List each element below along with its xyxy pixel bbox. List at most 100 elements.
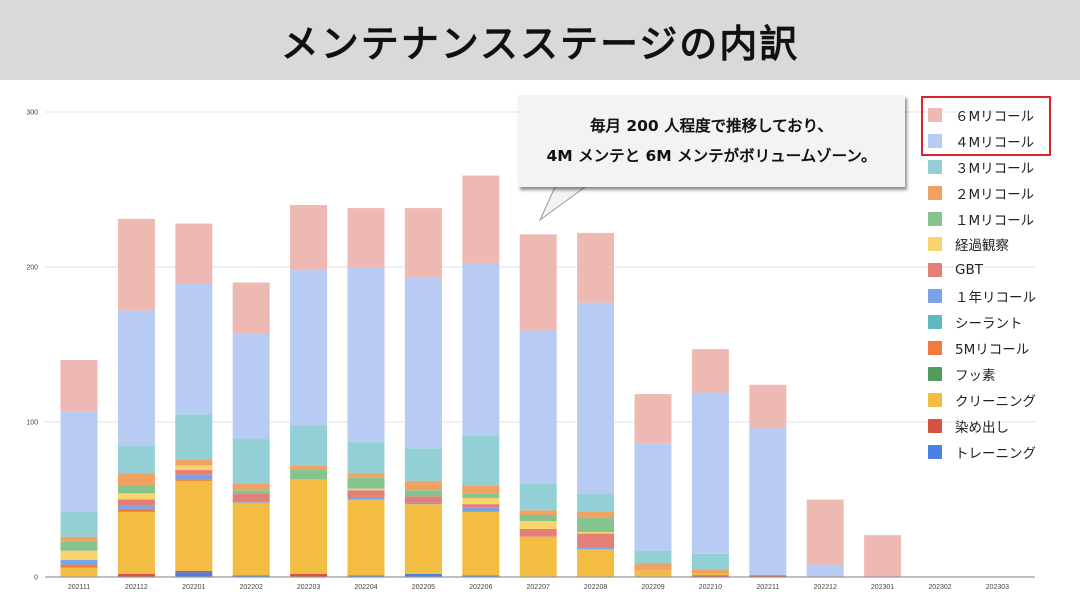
bar-segment: [117, 499, 155, 506]
bar-segment: [404, 504, 442, 574]
bar-segment: [175, 465, 213, 471]
x-tick-label: 202301: [871, 584, 894, 591]
bar-segment: [290, 270, 328, 426]
legend-label: 染め出し: [955, 419, 1009, 436]
bar-segment: [232, 501, 270, 503]
bar-segment: [806, 564, 844, 577]
x-tick-label: 202112: [125, 584, 148, 591]
legend-label: GBT: [955, 262, 983, 279]
legend-swatch: [928, 418, 942, 433]
legend-item: ３Mリコール: [928, 154, 1036, 180]
bar-segment: [519, 536, 557, 577]
bar-segment: [462, 497, 500, 505]
legend-swatch: [928, 263, 942, 278]
bar-segment: [60, 536, 98, 542]
bar-segment: [60, 411, 98, 512]
bar-segment: [749, 384, 787, 429]
bar-segment: [691, 569, 729, 574]
bar-segment: [462, 263, 500, 436]
bar-segment: [519, 510, 557, 515]
bar-segment: [175, 223, 213, 285]
bar-segment: [60, 567, 98, 577]
x-tick-label: 202212: [814, 584, 837, 591]
bar-segment: [577, 547, 615, 550]
legend-item: 染め出し: [928, 413, 1036, 439]
legend-label: フッ素: [955, 367, 996, 384]
bar-segment: [577, 549, 615, 577]
bar-segment: [519, 484, 557, 511]
bar-segment: [232, 333, 270, 440]
bar-segment: [60, 559, 98, 565]
legend-label: トレーニング: [955, 445, 1036, 462]
bar-segment: [117, 473, 155, 486]
bar-segment: [347, 208, 385, 267]
callout-tail: [538, 186, 586, 222]
bar-segment: [175, 474, 213, 480]
bar-segment: [806, 499, 844, 565]
x-tick-label: 202302: [928, 584, 951, 591]
x-tick-label: 202111: [68, 584, 90, 591]
bar-segment: [634, 550, 672, 564]
bar-segment: [404, 490, 442, 497]
x-tick-label: 202208: [584, 584, 607, 591]
bar-segment: [117, 493, 155, 500]
legend-swatch: [928, 133, 942, 148]
x-tick-label: 202201: [182, 584, 205, 591]
bar-segment: [175, 479, 213, 481]
bar-segment: [634, 563, 672, 571]
bar-segment: [404, 496, 442, 503]
callout-line-2: 4M メンテと 6M メンテがボリュームゾーン。: [546, 147, 877, 165]
x-tick-label: 202205: [412, 584, 435, 591]
bar-segment: [232, 484, 270, 491]
bar-segment: [347, 473, 385, 478]
bar-segment: [519, 330, 557, 484]
bar-segment: [290, 465, 328, 471]
bar-segment: [404, 277, 442, 449]
legend-swatch: [928, 159, 942, 174]
bar-segment: [347, 499, 385, 576]
bar-segment: [60, 541, 98, 551]
bar-segment: [404, 502, 442, 505]
bar-segment: [691, 573, 729, 576]
bar-segment: [232, 490, 270, 494]
bar-segment: [347, 490, 385, 498]
legend-swatch: [928, 392, 942, 407]
bar-segment: [404, 448, 442, 481]
bar-segment: [462, 575, 500, 577]
legend-swatch: [928, 444, 942, 459]
legend-swatch: [928, 237, 942, 252]
legend-item: 経過観察: [928, 231, 1036, 257]
bar-segment: [519, 515, 557, 522]
bar-segment: [749, 428, 787, 576]
y-tick-label: 300: [26, 110, 38, 117]
bar-segment: [175, 572, 213, 577]
bar-segment: [60, 511, 98, 537]
bar-segment: [175, 414, 213, 460]
x-tick-label: 202204: [354, 584, 377, 591]
x-tick-label: 202303: [986, 584, 1009, 591]
bar-segment: [60, 564, 98, 568]
x-tick-label: 202203: [297, 584, 320, 591]
bar-segment: [864, 535, 902, 577]
bar-segment: [232, 493, 270, 502]
callout-line-1: 毎月 200 人程度で推移しており、: [589, 117, 834, 135]
bar-segment: [691, 349, 729, 393]
x-tick-label: 202202: [240, 584, 263, 591]
bar-segment: [577, 532, 615, 534]
callout-box: 毎月 200 人程度で推移しており、 4M メンテと 6M メンテがボリュームゾ…: [518, 95, 905, 187]
bar-segment: [347, 267, 385, 443]
bar-segment: [577, 232, 615, 303]
bar-segment: [232, 575, 270, 577]
bar-segment: [117, 445, 155, 474]
x-tick-label: 202210: [699, 584, 722, 591]
bar-segment: [347, 575, 385, 577]
bar-segment: [347, 477, 385, 489]
bar-segment: [404, 573, 442, 577]
bar-segment: [462, 435, 500, 486]
bar-segment: [519, 528, 557, 537]
legend-item: ４Mリコール: [928, 128, 1036, 154]
bar-segment: [691, 575, 729, 577]
legend-highlight-box: [921, 96, 1051, 156]
bar-segment: [462, 485, 500, 494]
bar-segment: [117, 573, 155, 577]
